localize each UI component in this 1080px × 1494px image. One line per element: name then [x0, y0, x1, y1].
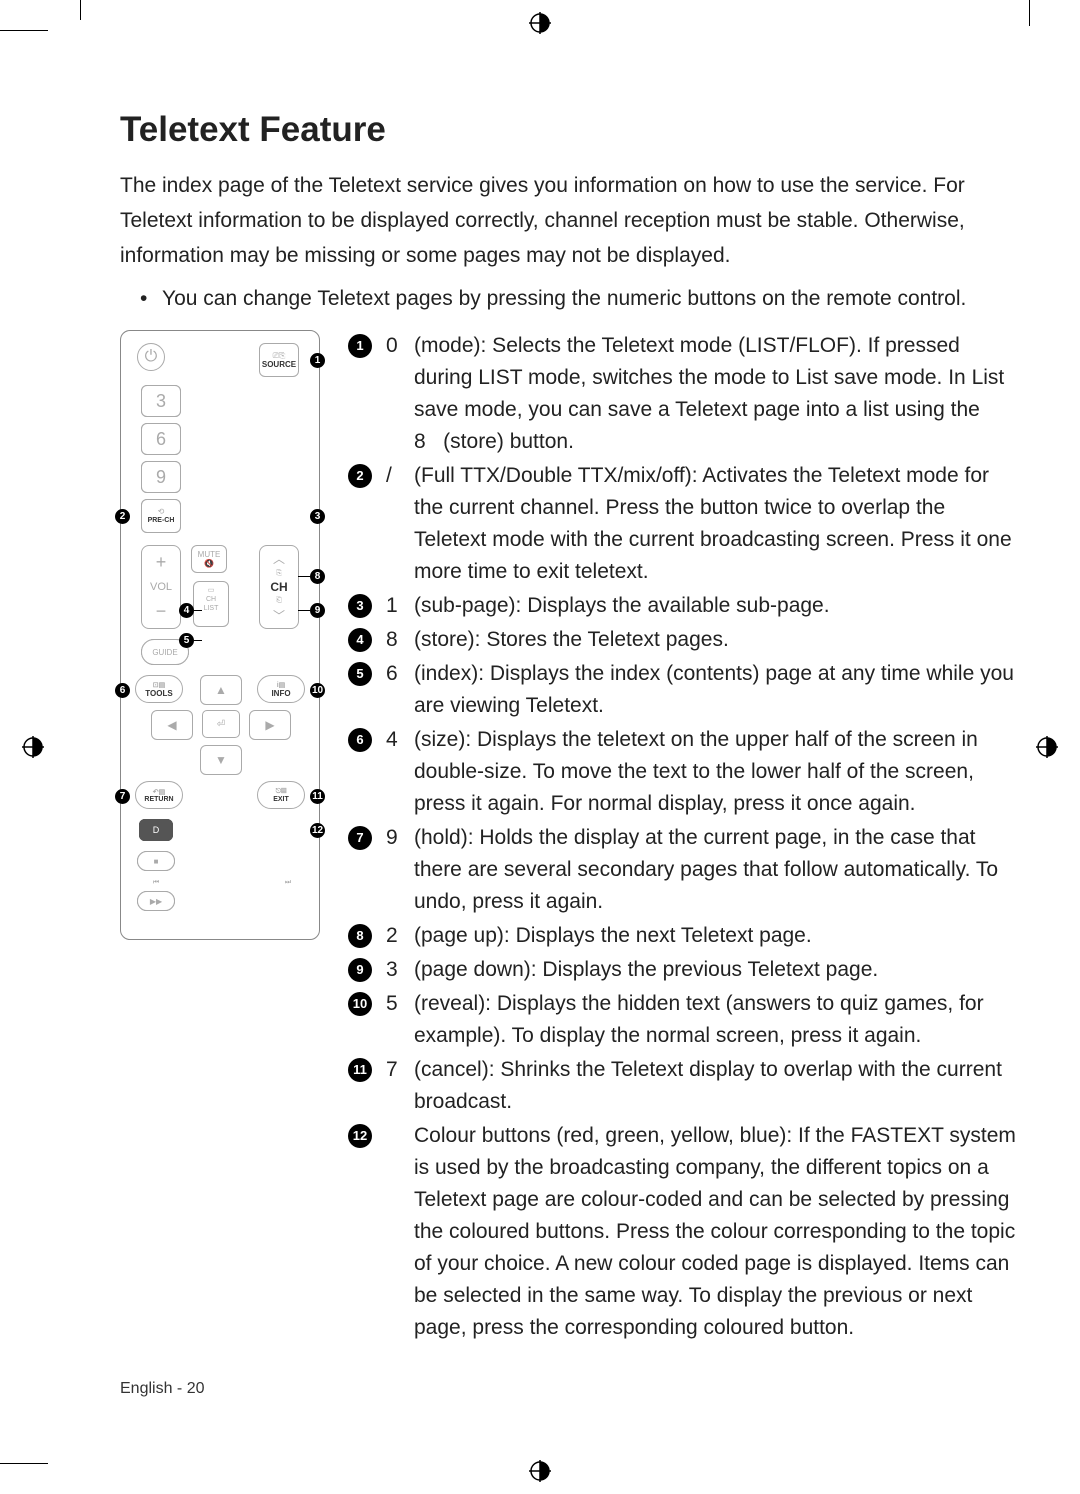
return-button: ↶▤RETURN [135, 781, 183, 809]
pre-ch-button: ⟲PRE-CH [141, 499, 181, 533]
callout-8: 8 [310, 569, 325, 584]
remote-diagram: ⏻ ⎚⎘ SOURCE 123 4·56 789 ▤/▧TTX/MIX 0 ⟲P… [120, 330, 330, 1346]
registration-mark-icon [529, 12, 551, 34]
volume-rocker: +VOL− [141, 545, 181, 629]
list-item: 117(cancel): Shrinks the Teletext displa… [348, 1054, 1020, 1118]
bullet-item: • You can change Teletext pages by press… [120, 281, 1020, 316]
num-3: 3 [141, 385, 181, 417]
mute-button: MUTE🔇 [191, 545, 227, 573]
cropmark [0, 30, 48, 31]
ffwd-button: ▶▶ [137, 891, 175, 911]
callout-4: 4 [179, 603, 194, 618]
power-button: ⏻ [137, 343, 165, 371]
list-item: 2/(Full TTX/Double TTX/mix/off): Activat… [348, 460, 1020, 588]
registration-mark-icon [529, 1460, 551, 1482]
source-button: ⎚⎘ SOURCE [259, 343, 299, 377]
description-list: 10(mode): Selects the Teletext mode (LIS… [348, 330, 1020, 1346]
list-item: 31(sub-page): Displays the available sub… [348, 590, 1020, 622]
callout-6: 6 [115, 683, 130, 698]
page-title: Teletext Feature [120, 110, 1020, 150]
list-item: 82(page up): Displays the next Teletext … [348, 920, 1020, 952]
intro-paragraph: The index page of the Teletext service g… [120, 168, 1020, 273]
registration-mark-icon [1036, 736, 1058, 758]
dpad: ▲ ◀ ⏎ ▶ ▼ [151, 673, 291, 775]
cropmark [0, 1463, 48, 1464]
list-item: 105(reveal): Displays the hidden text (a… [348, 988, 1020, 1052]
num-6: 6 [141, 423, 181, 455]
stop-button: ■ [137, 851, 175, 871]
page-content: Teletext Feature The index page of the T… [120, 110, 1020, 1346]
bullet-dot-icon: • [140, 281, 162, 316]
cropmark [1029, 0, 1030, 26]
list-item: 56(index): Displays the index (contents)… [348, 658, 1020, 722]
callout-1: 1 [310, 353, 325, 368]
list-item: 79(hold): Holds the display at the curre… [348, 822, 1020, 918]
exit-button: ⎋▤EXIT [257, 781, 305, 809]
callout-9: 9 [310, 603, 325, 618]
registration-mark-icon [22, 736, 44, 758]
list-item: 48(store): Stores the Teletext pages. [348, 624, 1020, 656]
num-9: 9 [141, 461, 181, 493]
list-item: 93(page down): Displays the previous Tel… [348, 954, 1020, 986]
callout-2: 2 [115, 509, 130, 524]
callout-3: 3 [310, 509, 325, 524]
callout-5: 5 [179, 633, 194, 648]
ch-list-button: ▭CHLIST [193, 581, 229, 627]
page-footer: English - 20 [120, 1380, 205, 1398]
channel-rocker: ︿⎘CH⎗﹀ [259, 545, 299, 629]
callout-7: 7 [115, 789, 130, 804]
remote-frame: ⏻ ⎚⎘ SOURCE 123 4·56 789 ▤/▧TTX/MIX 0 ⟲P… [120, 330, 320, 940]
callout-11: 11 [310, 789, 325, 804]
color-d-button: D [139, 819, 173, 841]
list-item: 12Colour buttons (red, green, yellow, bl… [348, 1120, 1020, 1344]
callout-12: 12 [310, 823, 325, 838]
callout-10: 10 [310, 683, 325, 698]
list-item: 64(size): Displays the teletext on the u… [348, 724, 1020, 820]
list-item: 10(mode): Selects the Teletext mode (LIS… [348, 330, 1020, 458]
bullet-text: You can change Teletext pages by pressin… [162, 281, 966, 316]
cropmark [80, 0, 81, 20]
